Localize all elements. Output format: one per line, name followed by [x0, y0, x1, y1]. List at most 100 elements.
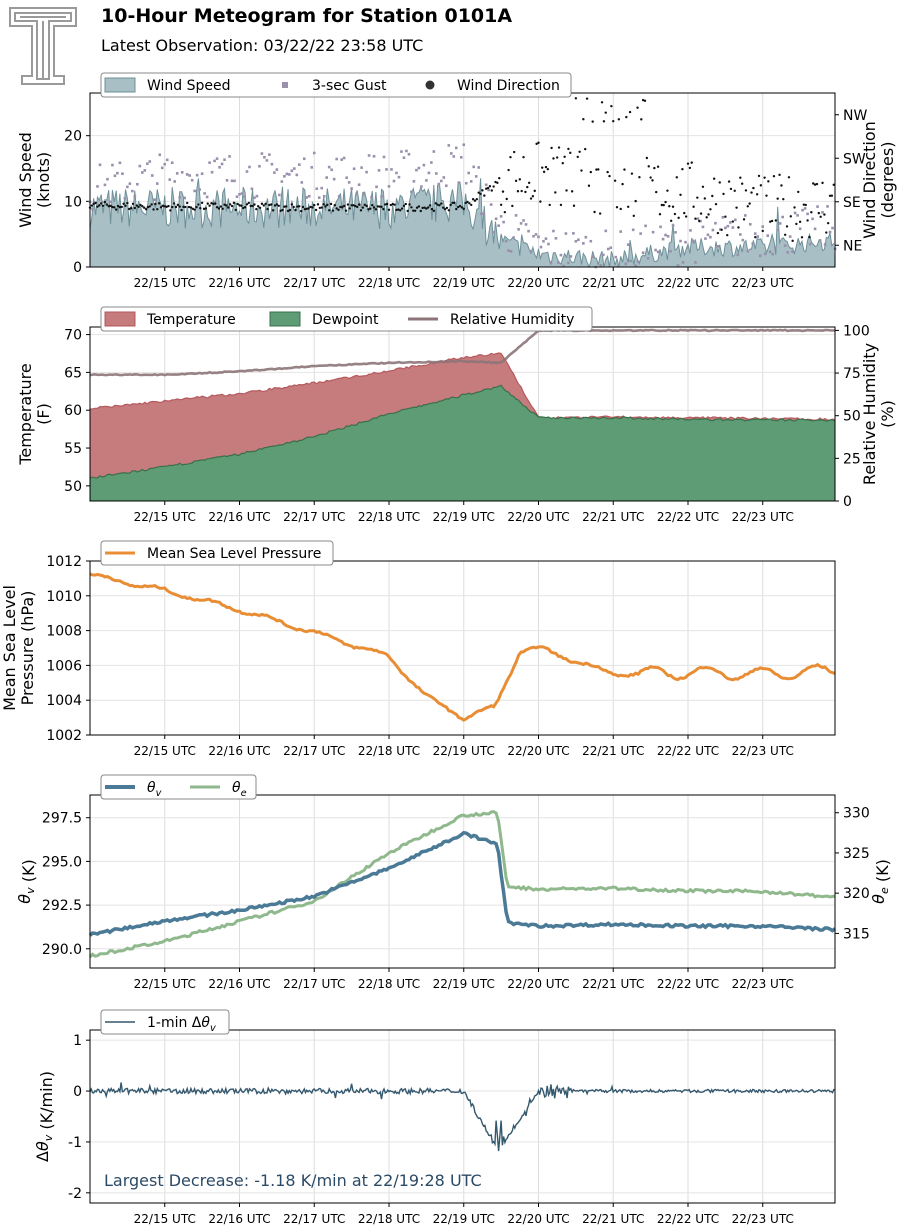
- direction-point: [253, 203, 256, 206]
- direction-point: [271, 209, 275, 212]
- gust-point: [781, 215, 784, 219]
- legend-label: Wind Direction: [457, 78, 560, 94]
- direction-point: [615, 206, 619, 209]
- gust-point: [405, 149, 408, 153]
- gust-point: [116, 171, 119, 175]
- direction-point: [441, 206, 445, 209]
- direction-point: [826, 221, 830, 225]
- direction-point: [268, 203, 271, 207]
- direction-point: [651, 179, 654, 182]
- direction-point: [322, 203, 325, 206]
- direction-point: [819, 215, 822, 219]
- gust-point: [223, 158, 226, 162]
- direction-point: [755, 193, 759, 196]
- direction-point: [587, 184, 591, 187]
- gust-point: [165, 158, 169, 162]
- direction-point: [139, 203, 142, 207]
- direction-point: [363, 203, 366, 206]
- direction-point: [197, 203, 200, 206]
- legend: Temperature Dewpoint Relative Humidity: [100, 306, 593, 332]
- direction-point: [698, 219, 701, 223]
- direction-point: [111, 205, 114, 209]
- direction-point: [438, 204, 441, 207]
- gust-point: [337, 195, 341, 198]
- direction-point: [395, 208, 398, 212]
- gust-point: [711, 228, 715, 232]
- direction-point: [634, 199, 637, 203]
- direction-point: [406, 209, 409, 213]
- direction-point: [163, 205, 166, 208]
- x-tick-label: 22/18 UTC: [358, 1212, 420, 1226]
- direction-point: [548, 203, 551, 207]
- direction-point: [572, 204, 576, 207]
- direction-point: [739, 176, 742, 179]
- gust-point: [806, 212, 809, 216]
- direction-point: [417, 205, 421, 208]
- gust-point: [327, 165, 331, 169]
- gust-point: [330, 168, 333, 172]
- gust-point: [502, 220, 505, 224]
- x-tick-label: 22/19 UTC: [433, 744, 495, 758]
- direction-point: [126, 201, 129, 205]
- direction-point: [114, 208, 118, 211]
- direction-point: [825, 231, 828, 234]
- direction-point: [679, 193, 682, 197]
- direction-point: [460, 206, 464, 209]
- direction-point: [339, 205, 342, 209]
- direction-point: [174, 205, 178, 209]
- x-tick-label: 22/17 UTC: [283, 510, 345, 524]
- direction-point: [415, 206, 419, 209]
- direction-point: [305, 207, 308, 211]
- gust-point: [768, 250, 772, 254]
- direction-point: [733, 189, 736, 192]
- direction-point: [227, 206, 230, 209]
- legend-box: [100, 774, 257, 800]
- direction-point: [180, 208, 183, 212]
- direction-point: [165, 205, 168, 209]
- legend: θv θe: [100, 774, 257, 800]
- direction-point: [471, 197, 475, 201]
- gust-point: [766, 234, 770, 237]
- gust-point: [238, 192, 241, 196]
- direction-point: [655, 190, 658, 194]
- gust-point: [360, 166, 363, 169]
- direction-point: [604, 111, 607, 114]
- gust-point: [307, 194, 311, 198]
- x-tick-label: 22/21 UTC: [582, 744, 644, 758]
- gust-point: [811, 217, 814, 221]
- direction-point: [359, 209, 363, 212]
- legend-label: θe: [232, 780, 247, 799]
- direction-point: [815, 182, 819, 186]
- gust-point: [831, 226, 834, 230]
- y2-axis-label: Wind Direction(degrees): [860, 121, 897, 239]
- direction-point: [541, 166, 544, 169]
- direction-point: [705, 216, 708, 219]
- direction-point: [613, 179, 617, 182]
- gust-point: [522, 219, 525, 222]
- gust-point: [138, 164, 142, 168]
- direction-point: [617, 118, 621, 121]
- direction-point: [653, 166, 656, 170]
- gust-point: [783, 244, 787, 247]
- gust-point: [656, 250, 660, 254]
- gust-point: [210, 170, 214, 174]
- gust-point: [362, 193, 366, 196]
- gust-point: [626, 243, 630, 246]
- gust-point: [761, 225, 765, 228]
- gust-point: [746, 249, 750, 253]
- direction-point: [778, 173, 781, 177]
- direction-point: [432, 209, 436, 212]
- direction-point: [240, 204, 243, 207]
- gust-point: [146, 162, 149, 166]
- direction-point: [333, 204, 337, 207]
- direction-point: [584, 147, 587, 151]
- direction-point: [729, 187, 733, 191]
- chart-panel-4: 290.0 292.5 295.0 297.5 315 320 325 330 22/15 UT…: [15, 774, 892, 991]
- gust-point: [646, 257, 650, 260]
- gust-point: [150, 174, 154, 177]
- gust-point: [748, 222, 752, 226]
- gust-point: [529, 249, 533, 253]
- gust-point: [477, 166, 480, 169]
- direction-point: [210, 202, 213, 205]
- plot-frame: [89, 794, 836, 969]
